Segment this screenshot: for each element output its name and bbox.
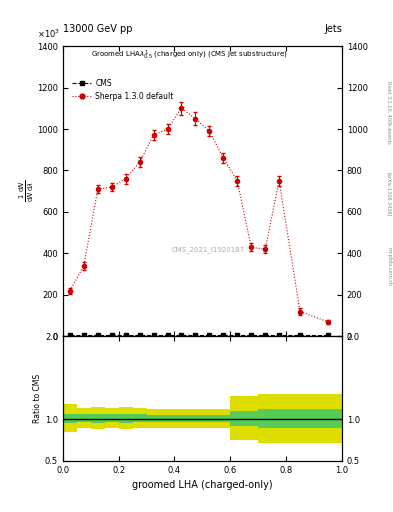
Text: 13000 GeV pp: 13000 GeV pp — [63, 25, 132, 34]
Y-axis label: $\frac{1}{\mathrm{d}N}\frac{\mathrm{d}N}{\mathrm{d}\lambda}$: $\frac{1}{\mathrm{d}N}\frac{\mathrm{d}N}… — [17, 180, 36, 202]
Text: CMS_2021_I1920187: CMS_2021_I1920187 — [171, 246, 244, 252]
Text: mcplots.cern.ch: mcplots.cern.ch — [386, 247, 391, 286]
Text: Groomed LHA$\lambda^1_{0.5}$ (charged only) (CMS jet substructure): Groomed LHA$\lambda^1_{0.5}$ (charged on… — [91, 49, 287, 62]
Text: [arXiv:1306.3436]: [arXiv:1306.3436] — [386, 173, 391, 217]
Text: Rivet 3.1.10, 400k events: Rivet 3.1.10, 400k events — [386, 81, 391, 144]
Y-axis label: Ratio to CMS: Ratio to CMS — [33, 374, 42, 423]
Text: $\times10^3$: $\times10^3$ — [37, 28, 60, 40]
Text: Jets: Jets — [324, 25, 342, 34]
Legend: CMS, Sherpa 1.3.0 default: CMS, Sherpa 1.3.0 default — [72, 79, 174, 101]
X-axis label: groomed LHA (charged-only): groomed LHA (charged-only) — [132, 480, 273, 490]
